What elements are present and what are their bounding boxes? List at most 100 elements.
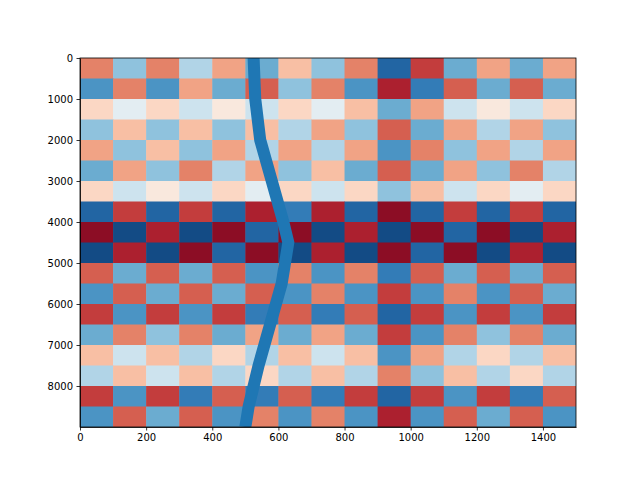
heatmap-cell	[113, 99, 147, 120]
heatmap-cell	[411, 120, 445, 141]
heatmap-cell	[378, 202, 412, 223]
heatmap-cell	[411, 304, 445, 325]
heatmap-cell	[80, 407, 114, 428]
heatmap-cell	[311, 304, 345, 325]
heatmap-cell	[113, 263, 147, 284]
axis-line	[81, 427, 577, 428]
heatmap-cell	[345, 386, 379, 407]
heatmap-cell	[146, 263, 180, 284]
heatmap-cell	[543, 120, 576, 141]
heatmap-cell	[80, 161, 114, 182]
heatmap-cell	[245, 263, 279, 284]
heatmap-cell	[477, 345, 511, 366]
tick: 1200	[465, 427, 490, 443]
heatmap-cell	[411, 284, 445, 305]
heatmap-cell	[477, 386, 511, 407]
heatmap-cell	[278, 140, 312, 161]
heatmap-cell	[212, 304, 246, 325]
heatmap-cell	[543, 202, 576, 223]
heatmap-cell	[543, 181, 576, 202]
heatmap-cell	[444, 161, 478, 182]
heatmap-cell	[179, 140, 213, 161]
heatmap-cell	[345, 345, 379, 366]
tick-label: 0	[77, 432, 83, 443]
heatmap-cell	[444, 284, 478, 305]
heatmap-cell	[311, 120, 345, 141]
heatmap-cell	[311, 140, 345, 161]
heatmap-cell	[212, 243, 246, 264]
tick: 5000	[48, 258, 80, 269]
heatmap-cell	[179, 386, 213, 407]
heatmap-cell	[345, 325, 379, 346]
heatmap-cell	[477, 284, 511, 305]
heatmap-cell	[113, 366, 147, 387]
heatmap-cell	[378, 161, 412, 182]
heatmap-cell	[146, 181, 180, 202]
heatmap-cell	[146, 161, 180, 182]
heatmap-cell	[477, 407, 511, 428]
heatmap-cell	[80, 222, 114, 243]
heatmap-cell	[179, 263, 213, 284]
heatmap-cell	[278, 386, 312, 407]
tick: 6000	[48, 299, 80, 310]
tick: 1400	[531, 427, 556, 443]
heatmap-cell	[212, 366, 246, 387]
tick-mark	[77, 181, 81, 182]
heatmap-cell	[212, 99, 246, 120]
heatmap-cell	[278, 58, 312, 79]
tick: 1000	[398, 427, 423, 443]
heatmap-cell	[179, 99, 213, 120]
heatmap-cell	[80, 345, 114, 366]
heatmap-cell	[510, 140, 544, 161]
heatmap-cell	[278, 407, 312, 428]
tick: 600	[269, 427, 288, 443]
heatmap-cell	[146, 99, 180, 120]
heatmap-cell	[411, 58, 445, 79]
heatmap-cell	[510, 284, 544, 305]
heatmap-cell	[245, 243, 279, 264]
tick-mark	[146, 427, 147, 431]
heatmap-cell	[477, 243, 511, 264]
heatmap-cell	[510, 120, 544, 141]
heatmap-cell	[411, 407, 445, 428]
tick-mark	[77, 58, 81, 59]
heatmap-cell	[113, 58, 147, 79]
heatmap-cell	[278, 345, 312, 366]
heatmap-cell	[113, 304, 147, 325]
heatmap-cell	[477, 263, 511, 284]
heatmap-cell	[146, 120, 180, 141]
heatmap-cell	[510, 79, 544, 100]
heatmap-cell	[278, 99, 312, 120]
heatmap-cell	[345, 366, 379, 387]
heatmap-cell	[477, 304, 511, 325]
heatmap-cell	[311, 284, 345, 305]
heatmap-cell	[80, 140, 114, 161]
heatmap-cell	[477, 58, 511, 79]
tick-mark	[77, 304, 81, 305]
heatmap-cell	[212, 284, 246, 305]
heatmap-cell	[80, 99, 114, 120]
heatmap-cell	[146, 79, 180, 100]
heatmap-cell	[510, 202, 544, 223]
heatmap-cell	[477, 325, 511, 346]
heatmap-cell	[411, 345, 445, 366]
heatmap-cell	[411, 222, 445, 243]
heatmap-cell	[378, 181, 412, 202]
heatmap-cell	[543, 243, 576, 264]
heatmap-cell	[146, 202, 180, 223]
tick: 0	[77, 427, 83, 443]
tick-mark	[77, 263, 81, 264]
heatmap-cell	[146, 345, 180, 366]
heatmap-cell	[311, 243, 345, 264]
heatmap-cell	[179, 120, 213, 141]
heatmap-cell	[212, 120, 246, 141]
heatmap-cell	[311, 181, 345, 202]
heatmap-cell	[113, 181, 147, 202]
axis-line	[80, 59, 81, 428]
heatmap-cell	[378, 120, 412, 141]
heatmap-cell	[80, 181, 114, 202]
heatmap-cell	[543, 345, 576, 366]
line	[245, 58, 288, 427]
heatmap-cell	[477, 120, 511, 141]
heatmap-cell	[80, 202, 114, 223]
